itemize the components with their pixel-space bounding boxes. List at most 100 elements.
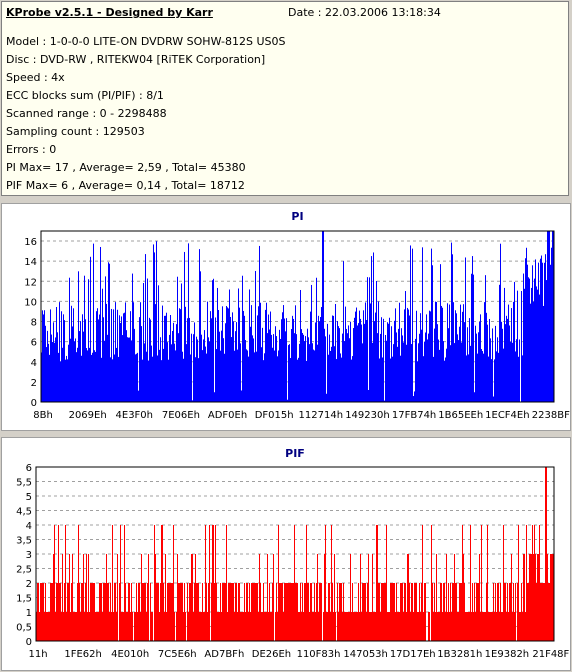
bar <box>165 554 166 641</box>
bar <box>102 612 103 641</box>
x-tick-label: 1ECF4Eh <box>485 410 529 421</box>
bar <box>488 612 489 641</box>
bar <box>314 583 315 641</box>
bar <box>118 356 119 402</box>
bar <box>422 525 423 641</box>
bar <box>546 280 547 402</box>
bar <box>231 337 232 402</box>
bar <box>544 262 545 402</box>
bar <box>197 583 198 641</box>
x-tick-label: 112714h <box>299 410 344 421</box>
bar <box>276 583 277 641</box>
bar <box>217 612 218 641</box>
bar <box>508 304 509 402</box>
bar <box>520 612 521 641</box>
bar <box>40 583 41 641</box>
bar <box>263 360 264 402</box>
bar <box>76 612 77 641</box>
bar <box>131 583 132 641</box>
bar <box>483 612 484 641</box>
bar <box>113 612 114 641</box>
y-tick-label: 1 <box>26 608 32 619</box>
y-tick-label: 4 <box>31 358 37 369</box>
bar <box>44 310 45 402</box>
bar <box>510 341 511 402</box>
bar <box>394 320 395 402</box>
bar <box>211 318 212 402</box>
bar <box>258 612 259 641</box>
bar <box>247 583 248 641</box>
bar <box>505 583 506 641</box>
x-tick-label: DE26Eh <box>252 649 291 660</box>
x-tick-label: 2238BFh <box>532 410 570 421</box>
bar <box>454 343 455 402</box>
bar <box>493 583 494 641</box>
bar <box>174 343 175 402</box>
bar <box>493 396 494 402</box>
bar <box>134 328 135 402</box>
bar <box>410 245 411 402</box>
bar <box>74 341 75 402</box>
bar <box>216 583 217 641</box>
bar <box>448 328 449 402</box>
bar <box>452 583 453 641</box>
y-tick-label: 0,5 <box>16 623 32 634</box>
bar <box>384 400 385 402</box>
bar <box>149 317 150 402</box>
bar <box>276 336 277 402</box>
bar <box>227 612 228 641</box>
bar <box>240 612 241 641</box>
bar <box>67 583 68 641</box>
bar <box>47 330 48 402</box>
bar <box>271 334 272 402</box>
bar <box>285 331 286 402</box>
bar <box>304 341 305 402</box>
bar <box>378 583 379 641</box>
bar <box>404 309 405 402</box>
bar <box>302 583 303 641</box>
bar <box>343 583 344 641</box>
bar <box>395 308 396 402</box>
bar <box>526 525 527 641</box>
bar <box>92 583 93 641</box>
bar <box>443 341 444 402</box>
bar <box>66 355 67 402</box>
bar <box>251 583 252 641</box>
bar <box>384 583 385 641</box>
bar <box>296 334 297 402</box>
bar <box>151 345 152 402</box>
bar <box>440 583 441 641</box>
bar <box>456 313 457 402</box>
bar <box>363 310 364 402</box>
bar <box>80 321 81 402</box>
bar <box>354 317 355 402</box>
bar <box>485 275 486 402</box>
bar <box>346 328 347 402</box>
bar <box>500 583 501 641</box>
bar <box>292 315 293 402</box>
bar <box>42 583 43 641</box>
bar <box>295 583 296 641</box>
bar <box>521 583 522 641</box>
bar <box>430 311 431 402</box>
bar <box>329 583 330 641</box>
bar <box>192 400 193 402</box>
bar <box>127 337 128 402</box>
bar <box>103 317 104 402</box>
bar <box>419 583 420 641</box>
bar <box>160 337 161 402</box>
bar <box>327 323 328 402</box>
bar <box>522 355 523 402</box>
bar <box>179 583 180 641</box>
bar <box>223 583 224 641</box>
bar <box>207 301 208 402</box>
bar <box>383 318 384 402</box>
plot-area <box>35 466 555 642</box>
bar <box>549 583 550 641</box>
bar <box>332 315 333 402</box>
bar <box>337 321 338 402</box>
bar <box>98 612 99 641</box>
bar <box>102 288 103 402</box>
bar <box>331 346 332 402</box>
bar <box>50 583 51 641</box>
